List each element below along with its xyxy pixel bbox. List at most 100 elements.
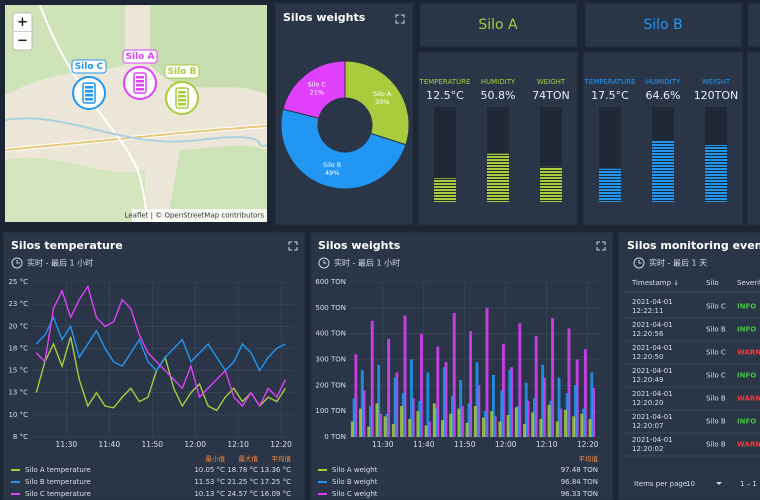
stats-value: 16.09 °C — [260, 490, 291, 498]
gauge-value: 120TON — [694, 89, 739, 102]
silo-title: Silo A — [478, 17, 518, 33]
event-silo: Silo C — [706, 372, 726, 380]
event-severity: INFO — [737, 418, 756, 426]
event-silo: Silo B — [706, 441, 726, 449]
slice-value: 30% — [375, 98, 389, 106]
legend-label[interactable]: Silo A temperature — [25, 466, 91, 474]
map-area — [167, 145, 267, 222]
bar — [547, 404, 551, 437]
stats-value: 13.36 °C — [260, 466, 291, 474]
bar — [588, 418, 592, 437]
slice-value: 21% — [310, 89, 324, 97]
marker-icon-bar — [85, 86, 93, 89]
bar — [557, 377, 561, 437]
event-date: 2021-04-01 — [632, 344, 673, 352]
stats-header: 最大值 — [239, 454, 259, 463]
bar — [518, 323, 522, 437]
legend-label[interactable]: Silo C temperature — [25, 490, 91, 498]
event-date: 2021-04-01 — [632, 298, 673, 306]
event-silo: Silo B — [706, 326, 726, 334]
event-severity: WARN — [737, 349, 760, 357]
marker-icon-bar — [85, 98, 93, 101]
silo-header — [584, 2, 743, 48]
marker[interactable] — [72, 76, 106, 110]
marker-icon-bar — [178, 103, 186, 106]
bar — [401, 393, 405, 437]
clock-hand — [638, 260, 642, 264]
bar — [452, 313, 456, 437]
panel-subtitle: 实时 - 最后 1 小时 — [334, 258, 400, 268]
bar — [493, 416, 497, 437]
y-tick-label: 200 TON — [315, 381, 346, 389]
legend-label[interactable]: Silo A weight — [332, 466, 378, 474]
marker-icon-bar — [85, 90, 93, 93]
slice-label: Silo A — [373, 90, 392, 98]
bar — [460, 406, 464, 437]
y-tick-label: 20 °C — [8, 322, 28, 330]
silo-gauges — [746, 51, 760, 226]
stats-value: 24.57 °C — [227, 490, 258, 498]
bar — [559, 408, 563, 437]
items-value[interactable]: 10 — [686, 480, 695, 488]
bar — [359, 408, 363, 437]
legend-label[interactable]: Silo C weight — [332, 490, 378, 498]
bar — [582, 408, 586, 437]
marker-icon-bar — [136, 76, 144, 79]
legend-swatch — [318, 481, 327, 483]
legend-swatch — [11, 469, 20, 471]
marker-icon — [133, 72, 147, 94]
zoom-in[interactable]: + — [17, 15, 28, 30]
clock-icon — [11, 257, 23, 269]
marker-icon-bar — [178, 95, 186, 98]
event-time: 12:22:11 — [632, 307, 663, 315]
items-label: Items per page: — [634, 480, 690, 488]
y-tick-label: 600 TON — [315, 278, 346, 286]
y-tick-label: 23 °C — [8, 300, 28, 308]
bar — [436, 346, 440, 437]
bar — [375, 403, 379, 437]
table-header: Severity — [737, 279, 760, 287]
bar — [524, 382, 528, 437]
marker-icon-bar — [178, 99, 186, 102]
map-area — [5, 5, 125, 95]
bar — [350, 421, 354, 437]
bar — [395, 372, 399, 437]
stats-value: 10.13 °C — [194, 490, 225, 498]
x-tick-label: 11:50 — [454, 440, 476, 449]
bar — [564, 409, 567, 437]
stats-value: 96.84 TON — [561, 478, 598, 486]
clock-icon — [318, 257, 330, 269]
bar — [575, 359, 579, 437]
stats-value: 10.05 °C — [194, 466, 225, 474]
bar — [469, 331, 473, 437]
expand-icon — [596, 241, 606, 251]
legend-label[interactable]: Silo B weight — [332, 478, 378, 486]
bar — [482, 417, 485, 437]
pie-slice — [344, 60, 410, 146]
marker-icon — [82, 82, 96, 104]
marker[interactable] — [123, 66, 157, 100]
bar — [467, 403, 471, 437]
bar — [369, 406, 372, 437]
silo-title: Silo B — [643, 17, 682, 33]
clock-hand — [323, 260, 327, 264]
slice-label: Silo B — [323, 161, 341, 169]
bar — [523, 424, 526, 437]
event-silo: Silo B — [706, 395, 726, 403]
gauge-fill — [705, 145, 727, 202]
gauge-label: HUMIDITY — [646, 78, 681, 86]
gauge-fill — [599, 168, 621, 202]
bar — [572, 416, 576, 437]
bar — [444, 362, 448, 437]
y-tick-label: 100 TON — [315, 407, 346, 415]
bar — [428, 421, 432, 437]
marker[interactable] — [165, 81, 199, 115]
table-header: Timestamp ↓ — [631, 279, 679, 287]
bar — [508, 369, 512, 437]
bar — [459, 380, 463, 437]
zoom-out[interactable]: − — [17, 34, 28, 49]
marker-label: Silo A — [126, 52, 155, 62]
legend-label[interactable]: Silo B temperature — [25, 478, 91, 486]
expand-icon — [288, 241, 298, 251]
